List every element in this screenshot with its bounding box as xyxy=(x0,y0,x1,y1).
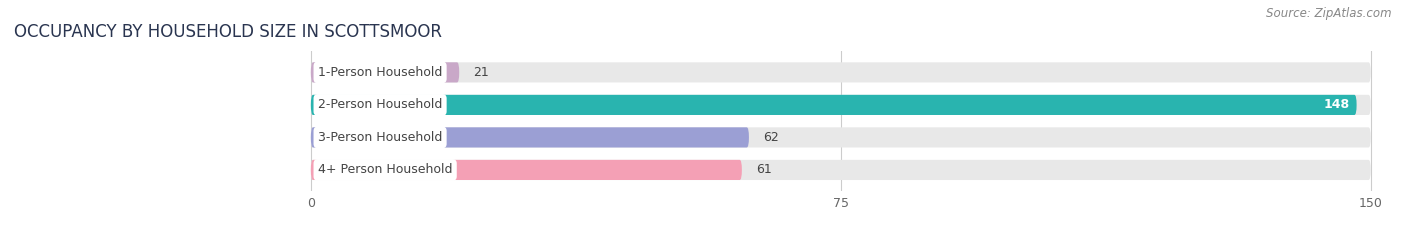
Text: 148: 148 xyxy=(1323,98,1350,111)
FancyBboxPatch shape xyxy=(311,127,1371,147)
FancyBboxPatch shape xyxy=(311,95,1371,115)
Text: 4+ Person Household: 4+ Person Household xyxy=(318,163,453,176)
Text: 21: 21 xyxy=(474,66,489,79)
FancyBboxPatch shape xyxy=(311,160,742,180)
Text: 62: 62 xyxy=(763,131,779,144)
FancyBboxPatch shape xyxy=(311,62,1371,82)
FancyBboxPatch shape xyxy=(311,62,460,82)
Text: 1-Person Household: 1-Person Household xyxy=(318,66,443,79)
Text: 3-Person Household: 3-Person Household xyxy=(318,131,443,144)
FancyBboxPatch shape xyxy=(311,95,1357,115)
Text: Source: ZipAtlas.com: Source: ZipAtlas.com xyxy=(1267,7,1392,20)
Text: 2-Person Household: 2-Person Household xyxy=(318,98,443,111)
Text: OCCUPANCY BY HOUSEHOLD SIZE IN SCOTTSMOOR: OCCUPANCY BY HOUSEHOLD SIZE IN SCOTTSMOO… xyxy=(14,23,441,41)
FancyBboxPatch shape xyxy=(311,127,749,147)
Text: 61: 61 xyxy=(756,163,772,176)
FancyBboxPatch shape xyxy=(311,160,1371,180)
